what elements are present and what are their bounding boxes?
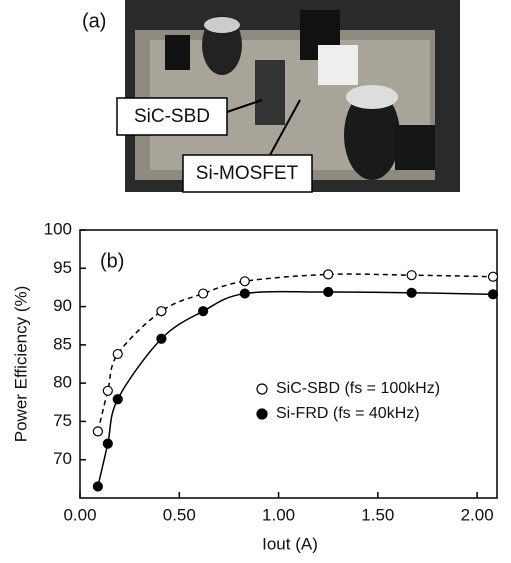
legend-label: Si-FRD (fs = 40kHz): [276, 405, 420, 422]
data-point: [102, 385, 113, 396]
arrow: [269, 99, 301, 156]
y-tick-label: 75: [53, 411, 72, 430]
data-point: [102, 438, 113, 449]
photo: [125, 0, 460, 192]
data-point: [198, 288, 209, 299]
data-point: [323, 286, 334, 298]
data-point: [406, 287, 417, 298]
plot-frame: [79, 229, 498, 499]
x-tick-label: 2.00: [461, 505, 494, 524]
data-point: [487, 289, 499, 300]
y-tick-label: 100: [44, 219, 72, 238]
y-axis-label: Power Efficiency (%): [11, 286, 30, 443]
callout-box: [182, 154, 313, 193]
x-tick-label: 0.50: [163, 505, 196, 524]
callout: SiC-SBD: [134, 106, 210, 127]
data-point: [156, 333, 167, 344]
data-point: [156, 306, 167, 317]
y-tick-label: 85: [53, 334, 72, 353]
x-tick-label: 0.00: [63, 505, 96, 524]
legend-marker: [256, 408, 268, 420]
photo-label: (a): [82, 10, 106, 32]
callout-box: [116, 97, 228, 136]
legend-marker: [256, 383, 268, 395]
data-point: [112, 348, 123, 360]
annotation: (b): [100, 250, 124, 272]
x-axis-label: Iout (A): [262, 534, 318, 553]
data-point: [112, 394, 123, 405]
data-point: [92, 426, 103, 437]
series-line: [97, 273, 494, 432]
y-tick-label: 70: [53, 449, 72, 468]
data-point: [239, 288, 250, 299]
data-point: [92, 481, 103, 492]
data-point: [198, 306, 209, 317]
y-tick-label: 80: [53, 373, 72, 392]
x-tick-label: 1.50: [361, 505, 394, 524]
arrow: [226, 99, 263, 113]
series-line: [97, 290, 494, 487]
data-point: [406, 270, 417, 281]
y-tick-label: 90: [53, 296, 72, 315]
data-point: [487, 271, 499, 282]
y-tick-label: 95: [53, 258, 72, 277]
legend-label: SiC-SBD (fs = 100kHz): [276, 380, 440, 397]
x-tick-label: 1.00: [262, 505, 295, 524]
data-point: [323, 269, 334, 280]
data-point: [239, 276, 250, 287]
callout: Si-MOSFET: [196, 163, 299, 184]
